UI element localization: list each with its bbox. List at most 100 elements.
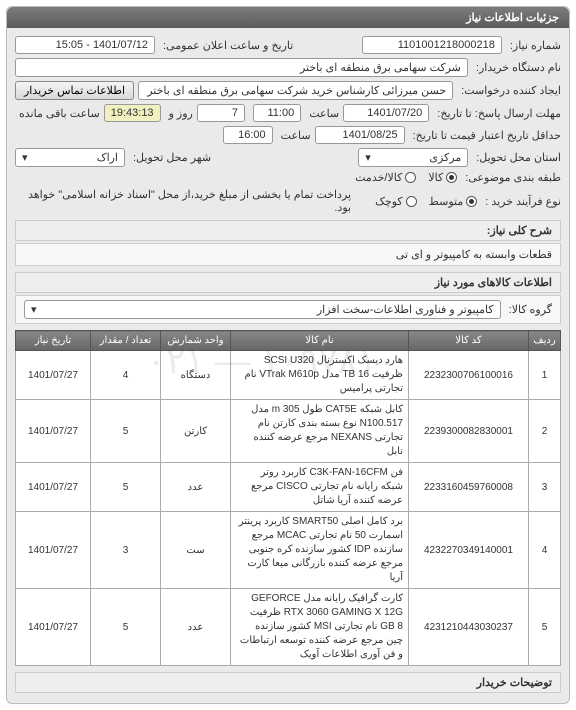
cell-name: هارد دیسک اکسترنال SCSI U320 ظرفیت TB 16… xyxy=(231,351,409,400)
radio-icon xyxy=(405,172,416,183)
packing-goods-radio[interactable]: کالا xyxy=(428,171,457,184)
cell-qty: 5 xyxy=(91,463,161,512)
packing-service-radio[interactable]: کالا/خدمت xyxy=(355,171,416,184)
chevron-down-icon: ▾ xyxy=(365,151,371,164)
need-details-panel: جزئیات اطلاعات نیاز شماره نیاز: 11010012… xyxy=(6,6,570,704)
goods-title: اطلاعات کالاهای مورد نیاز xyxy=(15,272,561,293)
th-code: کد کالا xyxy=(409,331,529,351)
packing-goods-label: کالا xyxy=(428,171,443,184)
cell-date: 1401/07/27 xyxy=(16,463,91,512)
specs-title: توضیحات خریدار xyxy=(15,672,561,693)
province-select[interactable]: مرکزی ▾ xyxy=(358,148,468,167)
cell-code: 2239300082830001 xyxy=(409,400,529,463)
credit-time-label: ساعت xyxy=(281,129,311,142)
deadline-time-label: ساعت xyxy=(309,107,339,120)
cell-unit: دستگاه xyxy=(161,351,231,400)
requester-field: حسن میرزائی کارشناس خرید شرکت سهامی برق … xyxy=(138,81,453,100)
radio-icon xyxy=(406,196,417,207)
cell-unit: عدد xyxy=(161,463,231,512)
days-field: 7 xyxy=(197,104,245,122)
credit-time-field: 16:00 xyxy=(223,126,273,144)
need-no-field: 1101001218000218 xyxy=(362,36,502,54)
cell-qty: 5 xyxy=(91,400,161,463)
cell-unit: کارتن xyxy=(161,400,231,463)
table-row: 54231210443030237کارت گرافیک رایانه مدل … xyxy=(16,589,561,666)
radio-icon xyxy=(446,172,457,183)
cell-date: 1401/07/27 xyxy=(16,589,91,666)
table-row: 32233160459760008فن C3K-FAN-16CFM کاربرد… xyxy=(16,463,561,512)
group-select[interactable]: کامپیوتر و فناوری اطلاعات-سخت افزار ▾ xyxy=(24,300,501,319)
city-label: شهر محل تحویل: xyxy=(133,151,211,164)
cell-idx: 4 xyxy=(529,512,561,589)
deadline-date-field: 1401/07/20 xyxy=(343,104,429,122)
remaining-label: ساعت باقی مانده xyxy=(19,107,100,120)
city-select[interactable]: اراک ▾ xyxy=(15,148,125,167)
chevron-down-icon: ▾ xyxy=(31,303,37,316)
group-value: کامپیوتر و فناوری اطلاعات-سخت افزار xyxy=(317,303,494,316)
cell-name: برد کامل اصلی SMART50 کاربرد پرینتر اسما… xyxy=(231,512,409,589)
th-date: تاریخ نیاز xyxy=(16,331,91,351)
cell-date: 1401/07/27 xyxy=(16,351,91,400)
cell-qty: 5 xyxy=(91,589,161,666)
public-time-field: 1401/07/12 - 15:05 xyxy=(15,36,155,54)
packing-label: طبقه بندی موضوعی: xyxy=(465,171,561,184)
chevron-down-icon: ▾ xyxy=(22,151,28,164)
payment-medium-label: متوسط xyxy=(429,195,464,208)
requester-label: ایجاد کننده درخواست: xyxy=(461,84,561,97)
table-row: 12232300706100016هارد دیسک اکسترنال SCSI… xyxy=(16,351,561,400)
cell-date: 1401/07/27 xyxy=(16,400,91,463)
desc-value: قطعات وابسته به کامپیوتر و ای تی xyxy=(15,243,561,266)
cell-code: 2233160459760008 xyxy=(409,463,529,512)
th-unit: واحد شمارش xyxy=(161,331,231,351)
packing-service-label: کالا/خدمت xyxy=(355,171,402,184)
province-value: مرکزی xyxy=(429,151,461,164)
cell-idx: 1 xyxy=(529,351,561,400)
credit-date-field: 1401/08/25 xyxy=(315,126,405,144)
packing-radio-group: کالا کالا/خدمت xyxy=(355,171,457,184)
cell-name: فن C3K-FAN-16CFM کاربرد روتر شبکه رایانه… xyxy=(231,463,409,512)
cell-idx: 2 xyxy=(529,400,561,463)
buyer-org-label: نام دستگاه خریدار: xyxy=(476,61,561,74)
payment-note: پرداخت تمام یا بخشی از مبلغ خرید،از محل … xyxy=(15,188,351,214)
th-qty: تعداد / مقدار xyxy=(91,331,161,351)
cell-date: 1401/07/27 xyxy=(16,512,91,589)
cell-code: 2232300706100016 xyxy=(409,351,529,400)
city-value: اراک xyxy=(97,151,118,164)
payment-small-label: کوچک xyxy=(375,195,403,208)
deadline-label: مهلت ارسال پاسخ: تا تاریخ: xyxy=(437,107,561,120)
group-label: گروه کالا: xyxy=(509,303,552,316)
province-label: استان محل تحویل: xyxy=(476,151,561,164)
th-idx: ردیف xyxy=(529,331,561,351)
table-header-row: ردیف کد کالا نام کالا واحد شمارش تعداد /… xyxy=(16,331,561,351)
days-label: روز و xyxy=(169,107,193,120)
desc-title: شرح کلی نیاز: xyxy=(15,220,561,241)
need-no-label: شماره نیاز: xyxy=(510,39,561,52)
payment-radio-group: متوسط کوچک xyxy=(375,195,477,208)
cell-code: 4232270349140001 xyxy=(409,512,529,589)
payment-medium-radio[interactable]: متوسط xyxy=(429,195,478,208)
panel-title: جزئیات اطلاعات نیاز xyxy=(7,7,569,28)
cell-idx: 3 xyxy=(529,463,561,512)
payment-small-radio[interactable]: کوچک xyxy=(375,195,417,208)
cell-name: کابل شبکه CAT5E طول m 305 مدل N100.517 ن… xyxy=(231,400,409,463)
goods-table: ردیف کد کالا نام کالا واحد شمارش تعداد /… xyxy=(15,330,561,666)
radio-icon xyxy=(466,196,477,207)
cell-qty: 3 xyxy=(91,512,161,589)
cell-name: کارت گرافیک رایانه مدل GEFORCE RTX 3060 … xyxy=(231,589,409,666)
panel-body: شماره نیاز: 1101001218000218 تاریخ و ساع… xyxy=(7,28,569,703)
table-row: 22239300082830001کابل شبکه CAT5E طول m 3… xyxy=(16,400,561,463)
deadline-time-field: 11:00 xyxy=(253,104,301,122)
public-time-label: تاریخ و ساعت اعلان عمومی: xyxy=(163,39,293,52)
credit-label: حداقل تاریخ اعتبار قیمت تا تاریخ: xyxy=(413,129,561,142)
th-name: نام کالا xyxy=(231,331,409,351)
cell-idx: 5 xyxy=(529,589,561,666)
cell-code: 4231210443030237 xyxy=(409,589,529,666)
cell-qty: 4 xyxy=(91,351,161,400)
table-row: 44232270349140001برد کامل اصلی SMART50 ک… xyxy=(16,512,561,589)
buyer-org-field: شرکت سهامی برق منطقه ای باختر xyxy=(15,58,468,77)
cell-unit: ست xyxy=(161,512,231,589)
payment-label: نوع فرآیند خرید : xyxy=(485,195,561,208)
cell-unit: عدد xyxy=(161,589,231,666)
countdown-field: 19:43:13 xyxy=(104,104,161,122)
contact-buyer-button[interactable]: اطلاعات تماس خریدار xyxy=(15,81,134,100)
